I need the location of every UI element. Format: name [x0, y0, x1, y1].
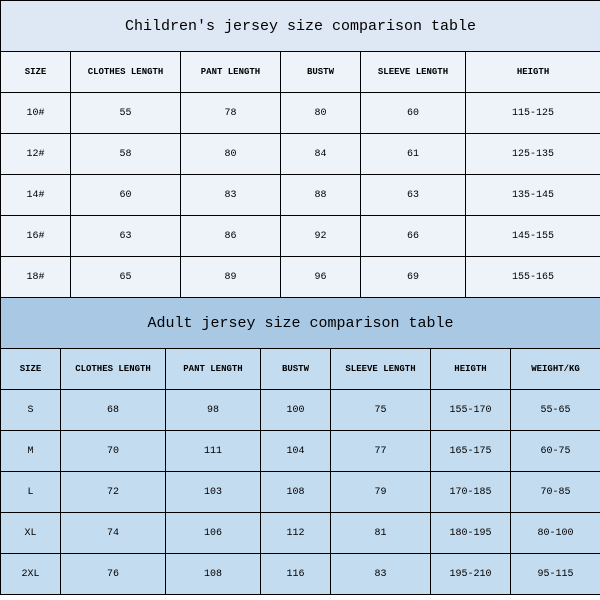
cell: XL: [1, 513, 61, 554]
children-size-table: Children's jersey size comparison table …: [0, 0, 600, 298]
cell: 83: [331, 554, 431, 595]
cell: 12#: [1, 134, 71, 175]
cell: 65: [71, 257, 181, 298]
col-header: WEIGHT/KG: [511, 349, 600, 390]
col-header: BUSTW: [281, 52, 361, 93]
cell: 78: [181, 93, 281, 134]
children-title: Children's jersey size comparison table: [1, 1, 600, 52]
cell: 77: [331, 431, 431, 472]
children-header-row: SIZE CLOTHES LENGTH PANT LENGTH BUSTW SL…: [1, 52, 600, 93]
cell: 88: [281, 175, 361, 216]
cell: 69: [361, 257, 466, 298]
table-row: L 72 103 108 79 170-185 70-85: [1, 472, 600, 513]
adult-title-row: Adult jersey size comparison table: [1, 298, 600, 349]
cell: 55-65: [511, 390, 600, 431]
cell: 2XL: [1, 554, 61, 595]
cell: 63: [71, 216, 181, 257]
cell: 86: [181, 216, 281, 257]
adult-header-row: SIZE CLOTHES LENGTH PANT LENGTH BUSTW SL…: [1, 349, 600, 390]
cell: 80: [181, 134, 281, 175]
cell: 116: [261, 554, 331, 595]
cell: 68: [61, 390, 166, 431]
cell: 108: [261, 472, 331, 513]
col-header: BUSTW: [261, 349, 331, 390]
cell: 75: [331, 390, 431, 431]
cell: 10#: [1, 93, 71, 134]
cell: 106: [166, 513, 261, 554]
cell: 72: [61, 472, 166, 513]
cell: 108: [166, 554, 261, 595]
col-header: SIZE: [1, 349, 61, 390]
adult-title: Adult jersey size comparison table: [1, 298, 600, 349]
cell: 81: [331, 513, 431, 554]
cell: 96: [281, 257, 361, 298]
cell: 180-195: [431, 513, 511, 554]
cell: 60-75: [511, 431, 600, 472]
cell: 58: [71, 134, 181, 175]
cell: 18#: [1, 257, 71, 298]
table-row: 10# 55 78 80 60 115-125: [1, 93, 600, 134]
col-header: HEIGTH: [431, 349, 511, 390]
col-header: HEIGTH: [466, 52, 600, 93]
cell: 84: [281, 134, 361, 175]
cell: 165-175: [431, 431, 511, 472]
col-header: CLOTHES LENGTH: [71, 52, 181, 93]
col-header: CLOTHES LENGTH: [61, 349, 166, 390]
cell: 60: [71, 175, 181, 216]
cell: 14#: [1, 175, 71, 216]
col-header: SLEEVE LENGTH: [361, 52, 466, 93]
cell: 76: [61, 554, 166, 595]
cell: 170-185: [431, 472, 511, 513]
cell: 83: [181, 175, 281, 216]
cell: 74: [61, 513, 166, 554]
table-row: 12# 58 80 84 61 125-135: [1, 134, 600, 175]
cell: 92: [281, 216, 361, 257]
cell: 63: [361, 175, 466, 216]
cell: 61: [361, 134, 466, 175]
cell: M: [1, 431, 61, 472]
cell: 70-85: [511, 472, 600, 513]
cell: 145-155: [466, 216, 600, 257]
cell: 98: [166, 390, 261, 431]
cell: 125-135: [466, 134, 600, 175]
col-header: SLEEVE LENGTH: [331, 349, 431, 390]
cell: 111: [166, 431, 261, 472]
table-row: 16# 63 86 92 66 145-155: [1, 216, 600, 257]
cell: 95-115: [511, 554, 600, 595]
cell: 70: [61, 431, 166, 472]
adult-size-table: Adult jersey size comparison table SIZE …: [0, 297, 600, 595]
cell: 155-165: [466, 257, 600, 298]
cell: 135-145: [466, 175, 600, 216]
table-row: 18# 65 89 96 69 155-165: [1, 257, 600, 298]
cell: 16#: [1, 216, 71, 257]
cell: 103: [166, 472, 261, 513]
cell: 112: [261, 513, 331, 554]
cell: 155-170: [431, 390, 511, 431]
cell: 80-100: [511, 513, 600, 554]
cell: 66: [361, 216, 466, 257]
cell: 115-125: [466, 93, 600, 134]
cell: 104: [261, 431, 331, 472]
children-title-row: Children's jersey size comparison table: [1, 1, 600, 52]
cell: 195-210: [431, 554, 511, 595]
table-row: S 68 98 100 75 155-170 55-65: [1, 390, 600, 431]
col-header: PANT LENGTH: [166, 349, 261, 390]
cell: L: [1, 472, 61, 513]
size-comparison-container: Children's jersey size comparison table …: [0, 0, 600, 595]
table-row: M 70 111 104 77 165-175 60-75: [1, 431, 600, 472]
cell: 100: [261, 390, 331, 431]
col-header: SIZE: [1, 52, 71, 93]
table-row: XL 74 106 112 81 180-195 80-100: [1, 513, 600, 554]
cell: 60: [361, 93, 466, 134]
cell: 89: [181, 257, 281, 298]
cell: 55: [71, 93, 181, 134]
col-header: PANT LENGTH: [181, 52, 281, 93]
cell: 79: [331, 472, 431, 513]
table-row: 14# 60 83 88 63 135-145: [1, 175, 600, 216]
cell: S: [1, 390, 61, 431]
table-row: 2XL 76 108 116 83 195-210 95-115: [1, 554, 600, 595]
cell: 80: [281, 93, 361, 134]
